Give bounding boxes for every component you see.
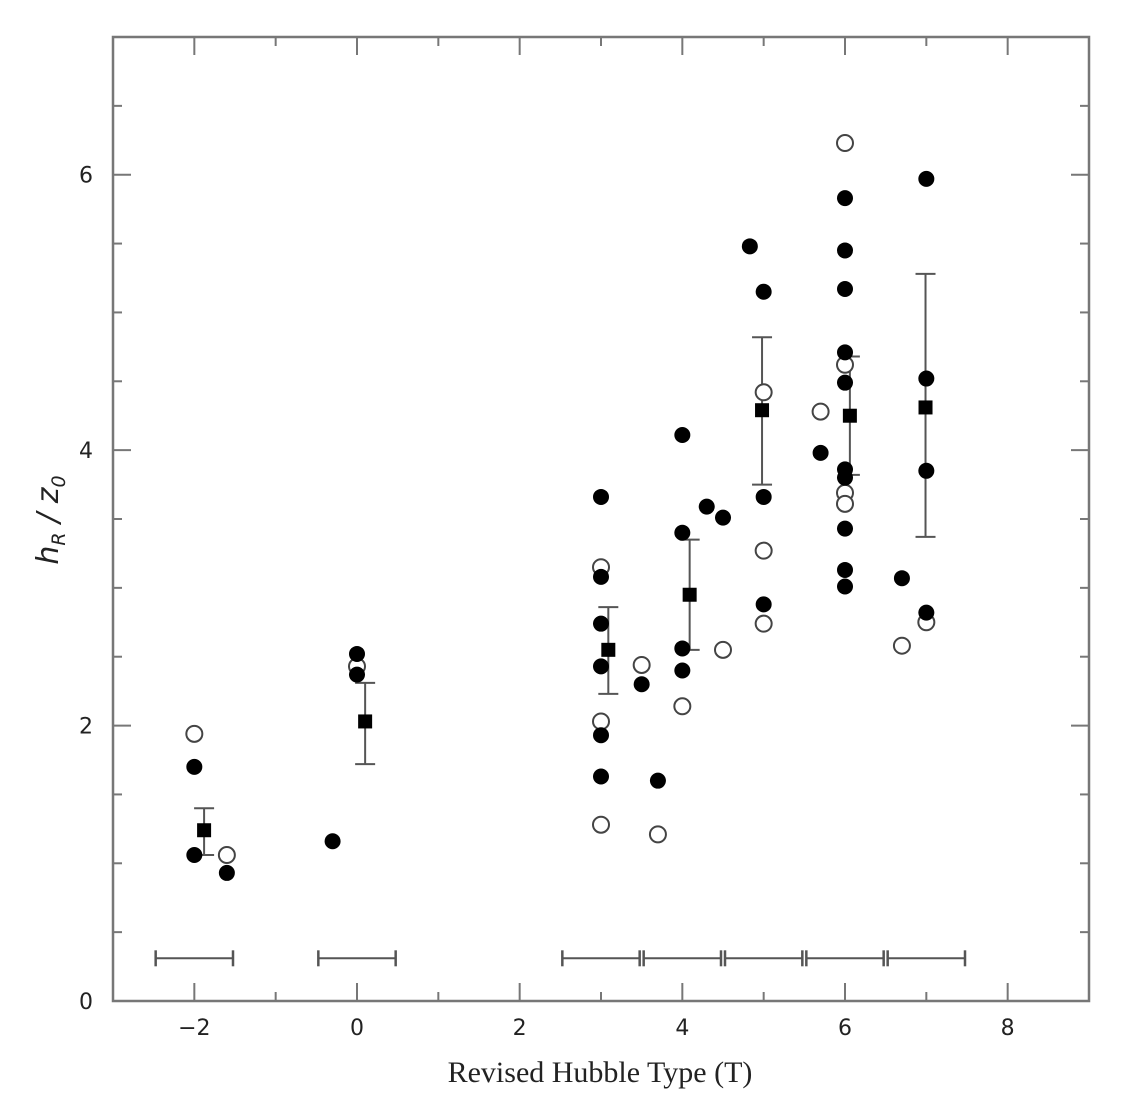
data-point-open — [754, 614, 773, 633]
data-point-filled — [674, 524, 691, 541]
x-tick-label: −2 — [178, 1016, 210, 1041]
x-axis-ticks: −2 0 2 4 6 8 — [178, 37, 1015, 1041]
data-point-filled — [633, 676, 650, 693]
data-point-filled — [755, 488, 772, 505]
data-point-filled — [593, 615, 609, 632]
data-point-filled — [837, 281, 853, 298]
mean-marker — [601, 642, 616, 657]
y-tick-label: 0 — [79, 990, 93, 1015]
mean-marker — [842, 408, 857, 423]
data-point-open — [592, 815, 610, 834]
filled-circle-markers — [186, 170, 935, 881]
data-point-open — [754, 383, 773, 402]
open-circle-markers — [185, 134, 936, 865]
y-tick-label: 4 — [79, 439, 93, 464]
data-point-filled — [837, 374, 853, 391]
y-tick-label: 2 — [79, 715, 93, 740]
x-axis-title: Revised Hubble Type (T) — [448, 1056, 753, 1089]
mean-square-markers — [197, 400, 933, 838]
data-point-open — [217, 846, 236, 865]
data-point-open — [754, 541, 773, 560]
mean-marker — [358, 714, 373, 729]
y-tick-label: 6 — [79, 164, 93, 189]
data-point-filled — [593, 488, 609, 505]
data-point-filled — [918, 462, 935, 479]
data-point-filled — [918, 170, 935, 187]
data-point-filled — [837, 242, 853, 259]
data-point-filled — [837, 578, 853, 595]
data-point-open — [592, 712, 610, 731]
data-point-open — [185, 724, 204, 743]
data-point-filled — [324, 833, 341, 850]
y-axis-title: hR / z0 — [31, 475, 70, 564]
data-point-filled — [349, 666, 365, 683]
data-point-open — [673, 697, 692, 716]
data-point-filled — [715, 509, 731, 526]
data-point-open — [836, 494, 854, 513]
data-point-filled — [812, 444, 829, 461]
data-point-filled — [674, 426, 691, 443]
bin-range-bars — [154, 950, 967, 967]
data-point-filled — [837, 561, 853, 578]
plot-frame — [111, 35, 1091, 1003]
x-tick-label: 8 — [1001, 1016, 1015, 1041]
data-point-filled — [674, 662, 691, 679]
data-point-open — [811, 402, 830, 421]
data-point-open — [892, 636, 911, 655]
data-point-filled — [837, 190, 853, 207]
data-point-filled — [349, 645, 365, 662]
data-point-filled — [837, 344, 853, 361]
mean-marker — [755, 403, 770, 418]
plot-border — [111, 35, 1091, 1003]
x-tick-label: 6 — [838, 1016, 852, 1041]
data-point-open — [632, 655, 651, 674]
error-bars — [194, 272, 936, 857]
data-point-filled — [755, 283, 772, 300]
y-axis-ticks: 0 2 4 6 — [79, 104, 1089, 1015]
data-point-filled — [593, 568, 609, 585]
data-point-filled — [218, 864, 235, 881]
data-point-filled — [698, 498, 715, 515]
data-point-open — [714, 640, 732, 659]
data-point-filled — [755, 596, 772, 613]
data-point-filled — [918, 370, 935, 387]
data-point-filled — [837, 520, 853, 537]
data-point-filled — [186, 758, 203, 775]
mean-marker — [682, 587, 697, 602]
data-point-filled — [918, 604, 935, 621]
x-tick-label: 2 — [513, 1016, 527, 1041]
data-point-filled — [741, 238, 758, 255]
data-point-filled — [186, 847, 203, 864]
x-tick-label: 4 — [675, 1016, 689, 1041]
data-point-filled — [593, 768, 609, 785]
mean-marker — [918, 400, 933, 415]
data-point-filled — [649, 772, 666, 789]
data-point-filled — [593, 727, 609, 744]
svg-text:hR / z0: hR / z0 — [31, 475, 70, 564]
mean-marker — [197, 823, 212, 838]
data-point-filled — [893, 570, 910, 587]
data-point-filled — [593, 658, 609, 675]
x-tick-label: 0 — [350, 1016, 364, 1041]
data-point-filled — [674, 640, 691, 657]
data-point-filled — [837, 469, 853, 486]
data-point-open — [648, 825, 667, 844]
data-point-open — [836, 134, 854, 153]
